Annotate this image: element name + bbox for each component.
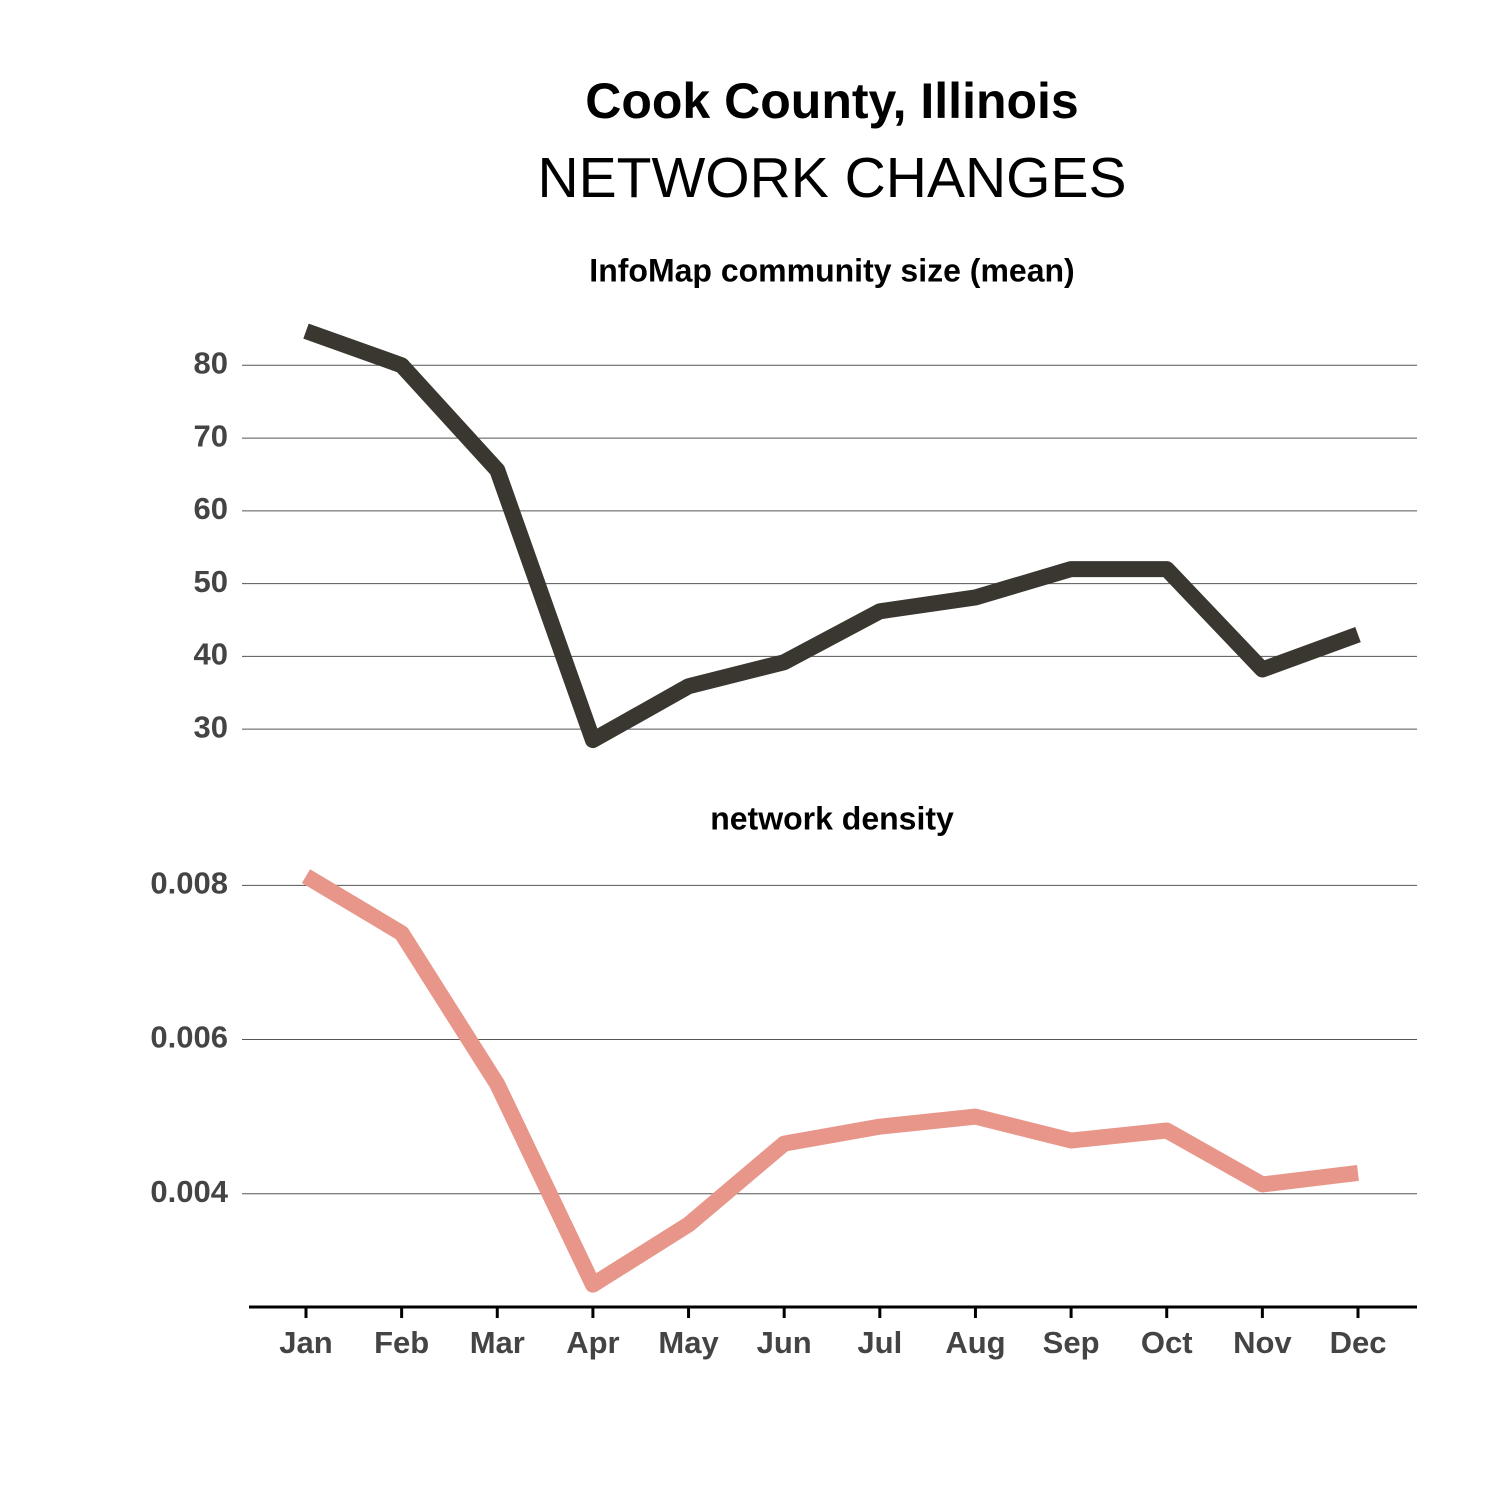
y-tick-label: 0.004 bbox=[150, 1174, 228, 1209]
y-tick-label: 80 bbox=[194, 345, 228, 380]
x-tick-label: Feb bbox=[374, 1325, 429, 1360]
chart-subtitle: NETWORK CHANGES bbox=[537, 146, 1126, 210]
y-tick-label: 0.006 bbox=[150, 1020, 228, 1055]
x-tick-label: Sep bbox=[1043, 1325, 1100, 1360]
x-tick-label: Jun bbox=[757, 1325, 812, 1360]
y-tick-label: 70 bbox=[194, 418, 228, 453]
x-tick-label: Jul bbox=[857, 1325, 902, 1360]
y-tick-label: 50 bbox=[194, 564, 228, 599]
subplot-title: network density bbox=[710, 800, 954, 836]
x-tick-label: Nov bbox=[1233, 1325, 1292, 1360]
x-tick-label: Jan bbox=[279, 1325, 332, 1360]
y-tick-label: 40 bbox=[194, 637, 228, 672]
x-tick-label: Oct bbox=[1141, 1325, 1193, 1360]
x-tick-label: Mar bbox=[470, 1325, 525, 1360]
y-tick-label: 0.008 bbox=[150, 866, 228, 901]
x-tick-label: Dec bbox=[1330, 1325, 1387, 1360]
data-line bbox=[301, 869, 1359, 1293]
x-tick-label: Apr bbox=[566, 1325, 619, 1360]
data-line bbox=[303, 323, 1361, 749]
y-tick-label: 60 bbox=[194, 491, 228, 526]
x-tick-label: Aug bbox=[945, 1325, 1005, 1360]
y-tick-label: 30 bbox=[194, 709, 228, 744]
subplot-title: InfoMap community size (mean) bbox=[589, 252, 1074, 288]
x-tick-label: May bbox=[658, 1325, 719, 1360]
chart-title: Cook County, Illinois bbox=[585, 73, 1079, 129]
